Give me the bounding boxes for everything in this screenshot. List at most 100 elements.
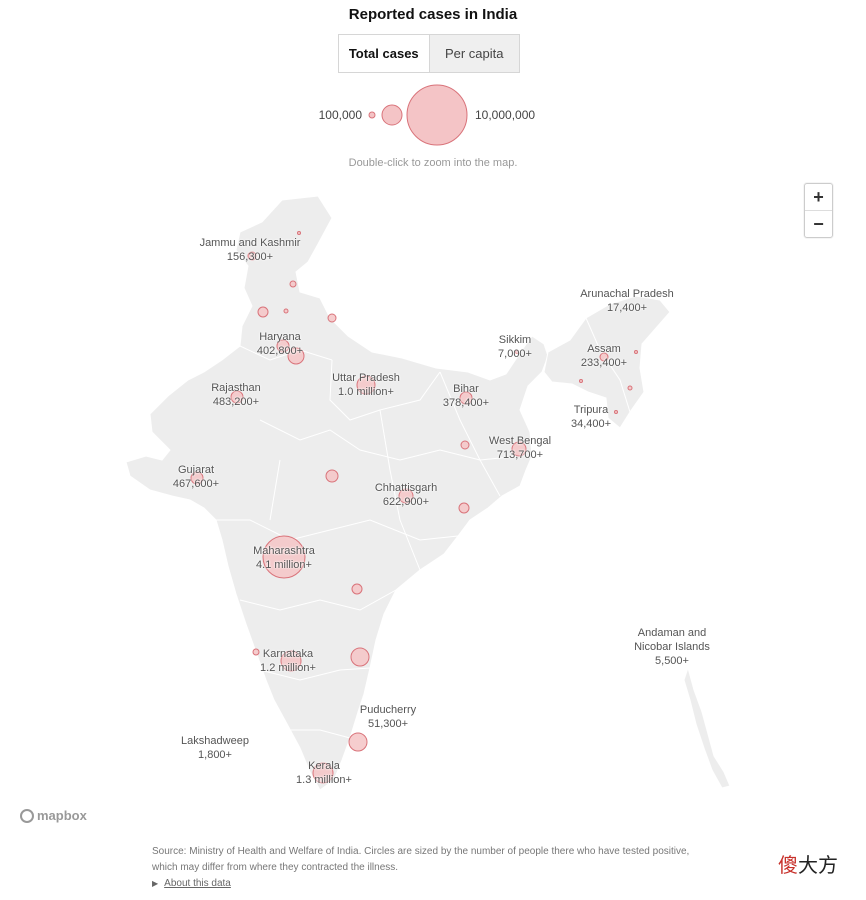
state-name: Lakshadweep	[181, 735, 249, 747]
mapbox-wordmark: mapbox	[37, 808, 87, 823]
state-value: 4.1 million+	[256, 559, 312, 571]
state-name: Maharashtra	[253, 545, 315, 557]
state-label-gujarat[interactable]: Gujarat 467,600+	[173, 463, 219, 491]
state-name: Sikkim	[498, 334, 532, 346]
case-bubble-uttar-pradesh[interactable]	[356, 375, 376, 395]
state-value: 467,600+	[172, 478, 220, 490]
state-value: 1,800+	[198, 749, 232, 761]
about-data-link[interactable]: ▶ About this data	[152, 878, 231, 889]
state-value: 34,400+	[570, 418, 612, 430]
state-borders	[216, 317, 631, 739]
case-bubble-delhi[interactable]	[287, 347, 305, 365]
state-value: 233,400+	[580, 357, 628, 369]
state-label-rajasthan[interactable]: Rajasthan 483,200+	[211, 381, 261, 409]
case-bubble-ladakh[interactable]	[297, 231, 301, 235]
mapbox-logo-icon	[20, 808, 34, 823]
legend-large-circle	[406, 84, 468, 146]
state-label-maharashtra[interactable]: Maharashtra 4.1 million+	[253, 544, 315, 572]
case-bubble-maharashtra[interactable]	[262, 535, 306, 579]
watermark: 傻大方	[778, 849, 838, 878]
state-value: 1.0 million+	[338, 386, 394, 398]
zoom-out-button[interactable]: −	[805, 210, 832, 237]
land-mass	[125, 195, 731, 791]
state-label-lakshadweep[interactable]: Lakshadweep 1,800+	[181, 734, 249, 762]
state-value: 51,300+	[367, 718, 409, 730]
case-bubble-chandigarh[interactable]	[283, 308, 289, 314]
andaman-nicobar	[683, 666, 731, 789]
state-name: Chhattisgarh	[374, 482, 438, 494]
map-title: Reported cases in India	[348, 6, 518, 23]
case-bubble-andhra-pradesh[interactable]	[348, 732, 368, 752]
case-bubble-sikkim[interactable]	[515, 350, 519, 354]
case-bubble-tripura[interactable]	[627, 385, 633, 391]
case-bubble-bihar[interactable]	[459, 391, 473, 405]
northeast-india	[543, 295, 671, 429]
case-bubble-meghalaya[interactable]	[579, 379, 583, 383]
state-label-chhattisgarh[interactable]: Chhattisgarh 622,900+	[375, 481, 437, 509]
state-label-puducherry[interactable]: Puducherry 51,300+	[360, 703, 416, 731]
state-value: 1.3 million+	[296, 774, 352, 786]
case-bubble-jammu-kashmir[interactable]	[247, 251, 257, 261]
legend-medium-circle	[381, 104, 403, 126]
case-bubble-telangana[interactable]	[351, 583, 363, 595]
mainland-india	[125, 195, 549, 791]
state-label-uttar-pradesh[interactable]: Uttar Pradesh 1.0 million+	[332, 371, 400, 399]
state-label-jammu-kashmir[interactable]: Jammu and Kashmir 156,300+	[200, 236, 301, 264]
mapbox-attribution[interactable]: mapbox	[20, 808, 87, 823]
state-label-arunachal-pradesh[interactable]: Arunachal Pradesh 17,400+	[580, 287, 674, 315]
case-bubble-chhattisgarh[interactable]	[398, 488, 414, 504]
state-label-haryana[interactable]: Haryana 402,800+	[257, 330, 303, 358]
watermark-rest: 大方	[798, 853, 838, 877]
state-label-andaman-nicobar[interactable]: Andaman and Nicobar Islands 5,500+	[627, 626, 717, 668]
zoom-hint: Double-click to zoom into the map.	[348, 157, 518, 169]
state-name: Gujarat	[177, 464, 215, 476]
case-bubble-karnataka[interactable]	[280, 650, 302, 672]
case-bubble-goa[interactable]	[252, 648, 260, 656]
per-capita-toggle[interactable]: Per capita	[428, 35, 519, 72]
case-bubble-odisha[interactable]	[458, 502, 470, 514]
state-name: Kerala	[308, 760, 340, 772]
state-label-assam[interactable]: Assam 233,400+	[581, 342, 627, 370]
legend-min-label: 100,000	[318, 108, 362, 122]
state-name: Puducherry	[359, 704, 417, 716]
case-bubble-punjab[interactable]	[257, 306, 269, 318]
total-cases-toggle[interactable]: Total cases	[339, 35, 429, 72]
state-value: 713,700+	[496, 449, 544, 461]
case-bubble-haryana[interactable]	[276, 339, 290, 353]
case-bubble-jharkhand[interactable]	[460, 440, 470, 450]
case-bubble-west-bengal[interactable]	[511, 441, 527, 457]
case-bubble-tamil-nadu[interactable]	[350, 647, 370, 667]
case-bubble-manipur[interactable]	[634, 350, 638, 354]
metric-toggle[interactable]: Total cases Per capita	[338, 34, 520, 73]
case-bubble-assam[interactable]	[599, 352, 609, 362]
case-bubble-himachal[interactable]	[289, 280, 297, 288]
state-label-sikkim[interactable]: Sikkim 7,000+	[498, 333, 532, 361]
state-value: 402,800+	[256, 345, 304, 357]
size-legend	[368, 84, 468, 146]
case-bubble-mizoram[interactable]	[614, 410, 618, 414]
state-label-tripura[interactable]: Tripura 34,400+	[571, 403, 611, 431]
state-name: Bihar	[453, 383, 479, 395]
zoom-in-button[interactable]: +	[813, 186, 824, 207]
state-name: Andaman and Nicobar Islands	[634, 627, 710, 653]
legend-max-label: 10,000,000	[475, 108, 536, 122]
state-label-kerala[interactable]: Kerala 1.3 million+	[296, 759, 352, 787]
case-bubbles	[190, 231, 638, 784]
state-name: West Bengal	[488, 435, 552, 447]
state-value: 483,200+	[212, 396, 260, 408]
state-value: 378,400+	[442, 397, 490, 409]
source-note: Source: Ministry of Health and Welfare o…	[152, 846, 690, 873]
state-name: Haryana	[259, 331, 301, 343]
case-bubble-kerala[interactable]	[312, 762, 334, 784]
state-label-west-bengal[interactable]: West Bengal 713,700+	[489, 434, 551, 462]
about-data-link-label: About this data	[164, 878, 231, 889]
case-bubble-gujarat[interactable]	[190, 471, 204, 485]
state-value: 622,900+	[382, 496, 430, 508]
legend-small-circle	[368, 111, 376, 119]
case-bubble-uttarakhand[interactable]	[327, 313, 337, 323]
state-label-karnataka[interactable]: Karnataka 1.2 million+	[260, 647, 316, 675]
state-label-bihar[interactable]: Bihar 378,400+	[443, 382, 489, 410]
case-bubble-madhya-pradesh[interactable]	[325, 469, 339, 483]
case-bubble-rajasthan[interactable]	[230, 390, 244, 404]
